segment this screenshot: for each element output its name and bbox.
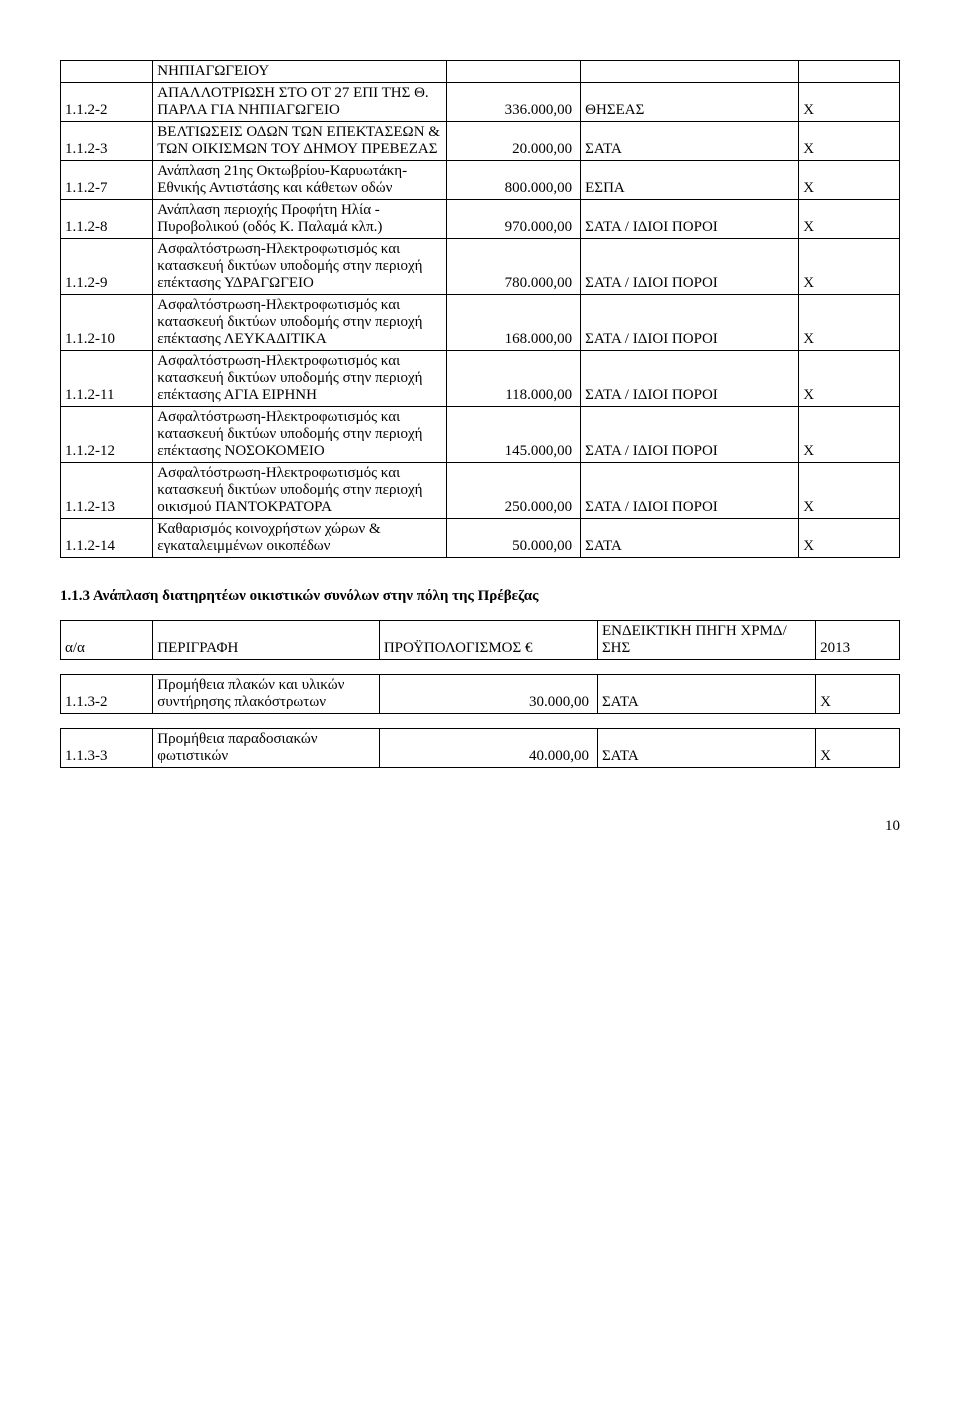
row-amount: 145.000,00 xyxy=(446,407,580,463)
row-source: ΣΑΤΑ / ΙΔΙΟΙ ΠΟΡΟΙ xyxy=(581,463,799,519)
row-desc: Ασφαλτόστρωση-Ηλεκτροφωτισμός και κατασκ… xyxy=(153,351,447,407)
header-desc: ΠΕΡΙΓΡΑΦΗ xyxy=(153,621,380,660)
table-header-row: α/αΠΕΡΙΓΡΑΦΗΠΡΟΫΠΟΛΟΓΙΣΜΟΣ €ΕΝΔΕΙΚΤΙΚΗ Π… xyxy=(61,621,900,660)
row-mark: X xyxy=(816,729,900,768)
row-mark: X xyxy=(799,122,900,161)
row-source: ΣΑΤΑ xyxy=(581,519,799,558)
row-desc: Ασφαλτόστρωση-Ηλεκτροφωτισμός και κατασκ… xyxy=(153,239,447,295)
row-desc: Προμήθεια πλακών και υλικών συντήρησης π… xyxy=(153,675,380,714)
row-amount xyxy=(446,61,580,83)
row-amount: 336.000,00 xyxy=(446,83,580,122)
table-row: 1.1.2-14Καθαρισμός κοινοχρήστων χώρων & … xyxy=(61,519,900,558)
row-source: ΕΣΠΑ xyxy=(581,161,799,200)
row-desc: Προμήθεια παραδοσιακών φωτιστικών xyxy=(153,729,380,768)
page-number: 10 xyxy=(60,818,900,835)
row-source: ΣΑΤΑ / ΙΔΙΟΙ ΠΟΡΟΙ xyxy=(581,351,799,407)
row-mark: X xyxy=(799,351,900,407)
row-source: ΣΑΤΑ xyxy=(597,675,815,714)
row-id: 1.1.2-3 xyxy=(61,122,153,161)
row-id: 1.1.2-8 xyxy=(61,200,153,239)
row-id xyxy=(61,61,153,83)
row-id: 1.1.2-10 xyxy=(61,295,153,351)
row-desc: Ασφαλτόστρωση-Ηλεκτροφωτισμός και κατασκ… xyxy=(153,295,447,351)
row-amount: 50.000,00 xyxy=(446,519,580,558)
row-id: 1.1.2-12 xyxy=(61,407,153,463)
row-mark xyxy=(799,61,900,83)
row-desc: Ανάπλαση 21ης Οκτωβρίου-Καρυωτάκη-Εθνική… xyxy=(153,161,447,200)
row-source: ΣΑΤΑ xyxy=(581,122,799,161)
table-row: 1.1.2-11Ασφαλτόστρωση-Ηλεκτροφωτισμός κα… xyxy=(61,351,900,407)
row-desc: Ανάπλαση περιοχής Προφήτη Ηλία - Πυροβολ… xyxy=(153,200,447,239)
table-row: 1.1.3-3Προμήθεια παραδοσιακών φωτιστικών… xyxy=(61,729,900,768)
row-desc: Ασφαλτόστρωση-Ηλεκτροφωτισμός και κατασκ… xyxy=(153,407,447,463)
row-amount: 800.000,00 xyxy=(446,161,580,200)
table-row: 1.1.2-8Ανάπλαση περιοχής Προφήτη Ηλία - … xyxy=(61,200,900,239)
row-amount: 118.000,00 xyxy=(446,351,580,407)
spacer-cell xyxy=(61,660,900,675)
row-id: 1.1.2-2 xyxy=(61,83,153,122)
table-row: ΝΗΠΙΑΓΩΓΕΙΟΥ xyxy=(61,61,900,83)
row-amount: 20.000,00 xyxy=(446,122,580,161)
row-amount: 40.000,00 xyxy=(379,729,597,768)
header-mark: 2013 xyxy=(816,621,900,660)
row-source: ΣΑΤΑ xyxy=(597,729,815,768)
row-source: ΘΗΣΕΑΣ xyxy=(581,83,799,122)
row-id: 1.1.2-11 xyxy=(61,351,153,407)
header-source: ΕΝΔΕΙΚΤΙΚΗ ΠΗΓΗ ΧΡΜΔ/ΣΗΣ xyxy=(597,621,815,660)
table-row: 1.1.2-12Ασφαλτόστρωση-Ηλεκτροφωτισμός κα… xyxy=(61,407,900,463)
row-id: 1.1.3-2 xyxy=(61,675,153,714)
row-mark: X xyxy=(799,407,900,463)
spacer-cell xyxy=(61,714,900,729)
table-row: 1.1.2-13Ασφαλτόστρωση-Ηλεκτροφωτισμός κα… xyxy=(61,463,900,519)
spacer-row xyxy=(61,714,900,729)
row-mark: X xyxy=(816,675,900,714)
row-source: ΣΑΤΑ / ΙΔΙΟΙ ΠΟΡΟΙ xyxy=(581,295,799,351)
row-id: 1.1.3-3 xyxy=(61,729,153,768)
header-amount: ΠΡΟΫΠΟΛΟΓΙΣΜΟΣ € xyxy=(379,621,597,660)
table-row: 1.1.2-3ΒΕΛΤΙΩΣΕΙΣ ΟΔΩΝ ΤΩΝ ΕΠΕΚΤΑΣΕΩΝ & … xyxy=(61,122,900,161)
table-row: 1.1.2-10Ασφαλτόστρωση-Ηλεκτροφωτισμός κα… xyxy=(61,295,900,351)
row-amount: 250.000,00 xyxy=(446,463,580,519)
row-id: 1.1.2-7 xyxy=(61,161,153,200)
row-desc: Καθαρισμός κοινοχρήστων χώρων & εγκαταλε… xyxy=(153,519,447,558)
row-mark: X xyxy=(799,519,900,558)
row-mark: X xyxy=(799,161,900,200)
row-source: ΣΑΤΑ / ΙΔΙΟΙ ΠΟΡΟΙ xyxy=(581,200,799,239)
header-id: α/α xyxy=(61,621,153,660)
row-source: ΣΑΤΑ / ΙΔΙΟΙ ΠΟΡΟΙ xyxy=(581,239,799,295)
spacer-row xyxy=(61,660,900,675)
table-secondary: α/αΠΕΡΙΓΡΑΦΗΠΡΟΫΠΟΛΟΓΙΣΜΟΣ €ΕΝΔΕΙΚΤΙΚΗ Π… xyxy=(60,620,900,768)
row-mark: X xyxy=(799,83,900,122)
row-mark: X xyxy=(799,200,900,239)
table-row: 1.1.3-2Προμήθεια πλακών και υλικών συντή… xyxy=(61,675,900,714)
row-source: ΣΑΤΑ / ΙΔΙΟΙ ΠΟΡΟΙ xyxy=(581,407,799,463)
table-row: 1.1.2-9Ασφαλτόστρωση-Ηλεκτροφωτισμός και… xyxy=(61,239,900,295)
row-amount: 970.000,00 xyxy=(446,200,580,239)
row-id: 1.1.2-14 xyxy=(61,519,153,558)
row-desc: ΒΕΛΤΙΩΣΕΙΣ ΟΔΩΝ ΤΩΝ ΕΠΕΚΤΑΣΕΩΝ & ΤΩΝ ΟΙΚ… xyxy=(153,122,447,161)
row-mark: X xyxy=(799,239,900,295)
table-row: 1.1.2-7Ανάπλαση 21ης Οκτωβρίου-Καρυωτάκη… xyxy=(61,161,900,200)
row-mark: X xyxy=(799,295,900,351)
row-id: 1.1.2-13 xyxy=(61,463,153,519)
section-heading: 1.1.3 Ανάπλαση διατηρητέων οικιστικών συ… xyxy=(60,588,900,605)
row-amount: 780.000,00 xyxy=(446,239,580,295)
row-desc: ΑΠΑΛΛΟΤΡΙΩΣΗ ΣΤΟ ΟΤ 27 ΕΠΙ ΤΗΣ Θ. ΠΑΡΛΑ … xyxy=(153,83,447,122)
table-main: ΝΗΠΙΑΓΩΓΕΙΟΥ1.1.2-2ΑΠΑΛΛΟΤΡΙΩΣΗ ΣΤΟ ΟΤ 2… xyxy=(60,60,900,558)
row-desc: Ασφαλτόστρωση-Ηλεκτροφωτισμός και κατασκ… xyxy=(153,463,447,519)
row-desc: ΝΗΠΙΑΓΩΓΕΙΟΥ xyxy=(153,61,447,83)
row-id: 1.1.2-9 xyxy=(61,239,153,295)
row-source xyxy=(581,61,799,83)
row-amount: 168.000,00 xyxy=(446,295,580,351)
row-mark: X xyxy=(799,463,900,519)
row-amount: 30.000,00 xyxy=(379,675,597,714)
table-row: 1.1.2-2ΑΠΑΛΛΟΤΡΙΩΣΗ ΣΤΟ ΟΤ 27 ΕΠΙ ΤΗΣ Θ.… xyxy=(61,83,900,122)
